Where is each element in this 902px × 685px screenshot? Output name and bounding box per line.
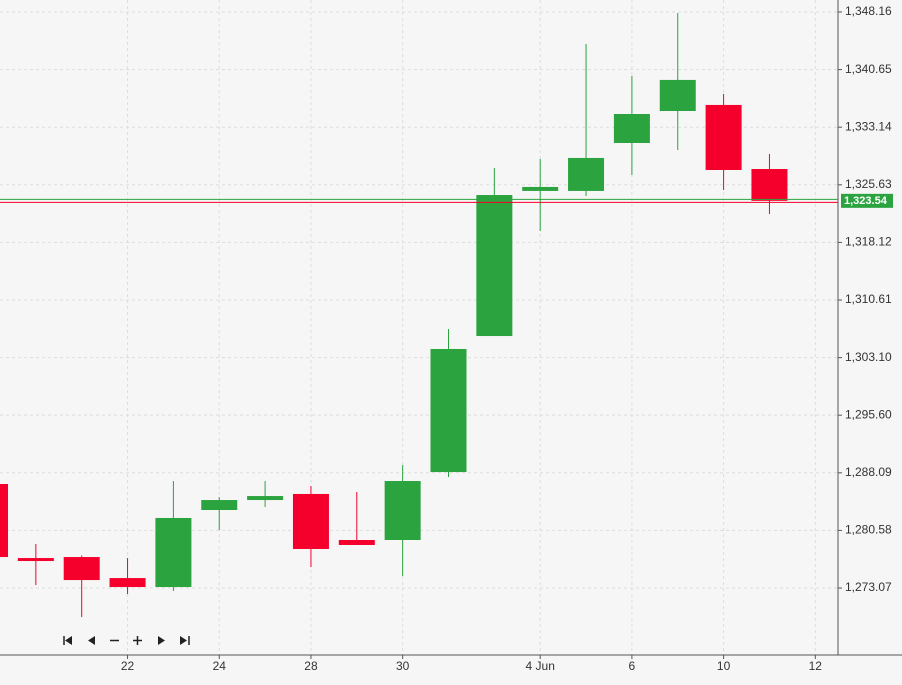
last-price-label: 1,323.54 (844, 195, 888, 207)
last-price-box (841, 193, 893, 208)
y-tick-label: 1,288.09 (845, 465, 892, 479)
x-tick-label: 30 (396, 659, 410, 673)
x-tick-label: 6 (629, 659, 636, 673)
x-tick-label: 4 Jun (526, 659, 555, 673)
candle-body (247, 496, 284, 501)
candle-body (613, 113, 650, 143)
y-tick-label: 1,333.14 (845, 119, 892, 133)
x-tick-label: 24 (213, 659, 227, 673)
candle-body (201, 500, 238, 511)
candle-body (17, 558, 54, 562)
candle-body (568, 157, 605, 191)
y-tick-label: 1,295.60 (845, 407, 892, 421)
navigation (63, 636, 190, 645)
last-button[interactable] (180, 636, 190, 645)
candle-body (0, 484, 8, 558)
candle-body (751, 169, 788, 201)
candle-body (155, 517, 192, 588)
x-tick-label: 10 (717, 659, 731, 673)
prev-button[interactable] (88, 636, 95, 645)
x-tick-label: 22 (121, 659, 135, 673)
candle-body (430, 348, 467, 473)
y-tick-label: 1,340.65 (845, 62, 892, 76)
candle-body (476, 195, 513, 337)
first-button[interactable] (63, 636, 72, 645)
y-tick-label: 1,318.12 (845, 235, 892, 249)
y-tick-label: 1,273.07 (845, 580, 892, 594)
next-button[interactable] (158, 636, 165, 645)
x-tick-label: 28 (304, 659, 318, 673)
candle-body (338, 540, 375, 545)
y-tick-label: 1,348.16 (845, 4, 892, 18)
candle-body (292, 493, 329, 549)
candle-body (109, 578, 146, 588)
candle-body (659, 79, 696, 112)
y-tick-label: 1,325.63 (845, 177, 892, 191)
x-tick-label: 12 (809, 659, 823, 673)
y-tick-label: 1,280.58 (845, 523, 892, 537)
candle-body (384, 481, 421, 541)
candle-body (705, 104, 742, 171)
candle-body (63, 557, 100, 581)
y-tick-label: 1,310.61 (845, 292, 892, 306)
zoom-in-button[interactable] (133, 636, 142, 645)
y-tick-label: 1,303.10 (845, 350, 892, 364)
candle-body (522, 186, 559, 191)
